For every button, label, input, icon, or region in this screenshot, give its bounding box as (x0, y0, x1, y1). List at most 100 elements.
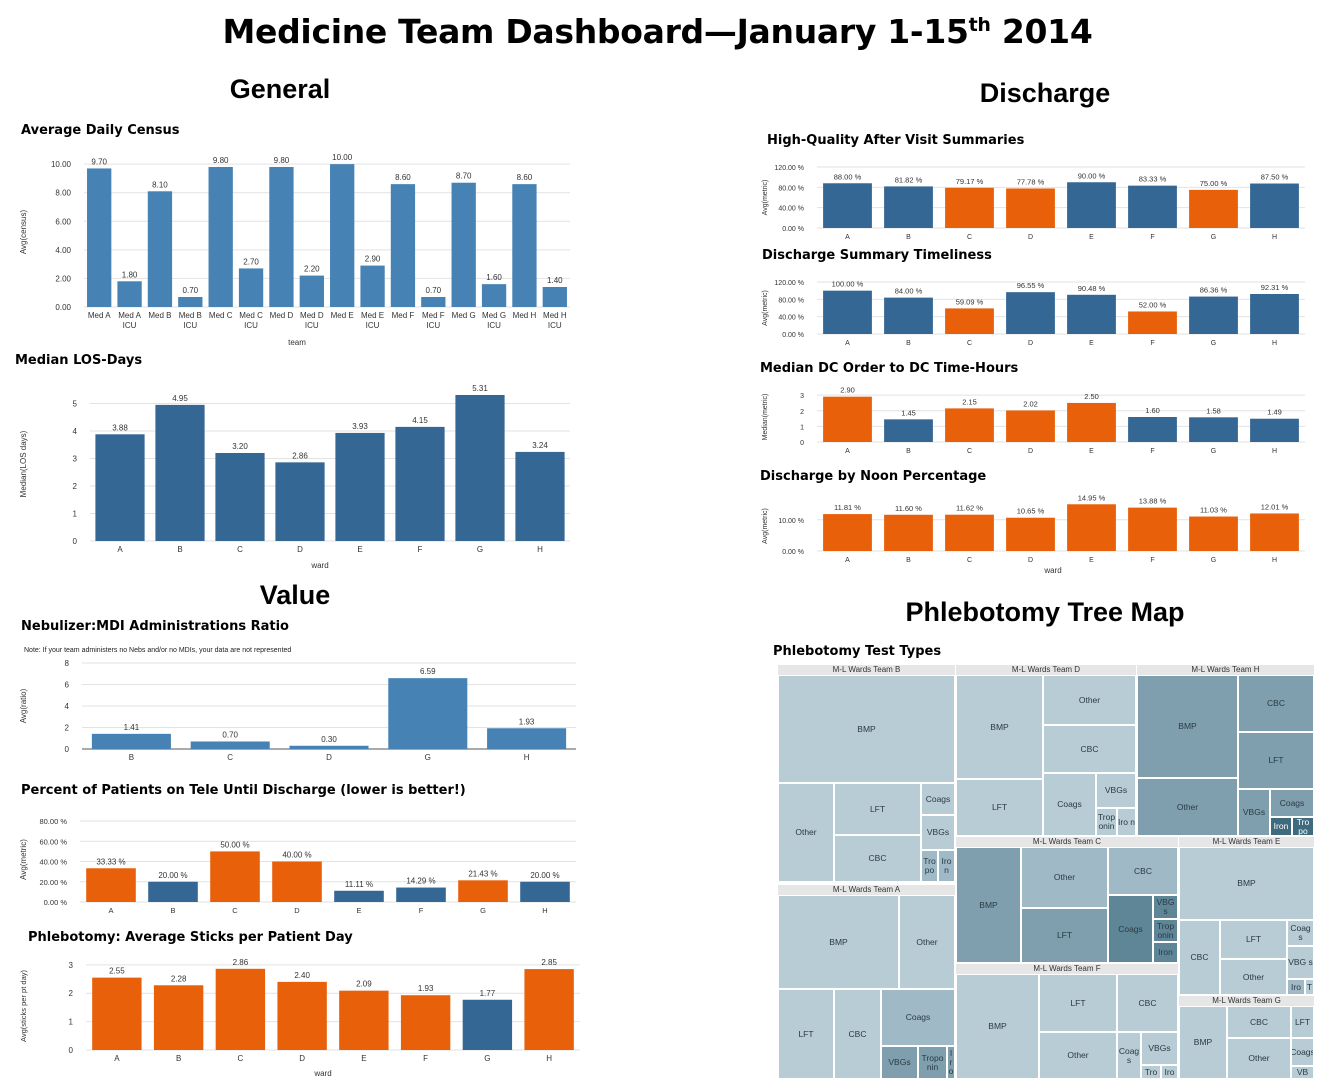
x-tick-label: Med G (482, 311, 506, 320)
bar-b (884, 419, 933, 442)
y-tick-label: 0.00 % (782, 332, 804, 339)
x-tick-label: Med D (270, 311, 294, 320)
bar-d (277, 981, 327, 1050)
bar-f (1128, 417, 1177, 442)
data-label: 83.33 % (1139, 175, 1167, 184)
chart-title-avs: High-Quality After Visit Summaries (767, 133, 1025, 148)
data-label: 2.90 (840, 386, 855, 395)
x-tick-label: Med C (209, 311, 233, 320)
y-axis-label: Avg(metric) (762, 180, 769, 216)
y-tick-label: 0 (65, 745, 70, 754)
bar-e (339, 990, 389, 1050)
treemap-cell: BMP (1179, 1006, 1227, 1079)
bar-a (92, 977, 142, 1050)
data-label: 3.24 (532, 441, 548, 450)
x-tick-label: A (845, 557, 850, 564)
treemap-cell: LFT (1291, 1006, 1314, 1038)
chart-tele: 0.00 % 20.00 % 40.00 % 60.00 % 80.00 % Avg(me… (19, 811, 576, 915)
x-tick-label: A (845, 340, 850, 347)
y-tick-label: 3 (73, 455, 78, 464)
chart-neb: 0 2 4 6 8 Avg(ratio) 1.41 B 0.70 C 0.30 D 6.59 G 1.93 H (19, 657, 576, 762)
data-label: 40.00 % (282, 851, 311, 860)
treemap-cell: CBC (1238, 675, 1314, 732)
bar-b (155, 404, 205, 541)
chart-los: 0 1 2 3 4 5 Median(LOS days) 3.88 A 4.95 B 3.20 C 2.8… (19, 381, 570, 570)
y-tick-label: 6.00 (55, 217, 71, 226)
x-tick-label: F (1150, 557, 1154, 564)
bar-med-a (87, 168, 112, 307)
treemap-group: M-L Wards Team B BMP LFT Coags Other VBGs CBC T… (778, 665, 955, 884)
data-label: 2.86 (292, 451, 308, 460)
treemap-cell: CBC (1227, 1006, 1291, 1038)
y-axis-label: Avg(metric) (762, 508, 769, 544)
y-tick-label: 40.00 % (778, 206, 804, 213)
chart-title-dcorder: Median DC Order to DC Time-Hours (760, 361, 1019, 376)
bar-b (884, 514, 933, 551)
data-label: 9.80 (213, 156, 229, 165)
data-label: 88.00 % (834, 172, 862, 181)
bar-f (1128, 311, 1177, 334)
data-label: 1.45 (901, 408, 916, 417)
treemap-group: M-L Wards Team G CBC LFT BMP Coags Other VB (1179, 996, 1314, 1079)
chart-note-neb: Note: If your team administers no Nebs a… (24, 647, 292, 654)
data-label: 1.49 (1267, 408, 1282, 417)
bar-g (388, 678, 468, 749)
x-tick-label: E (1089, 234, 1094, 241)
y-axis-label: Avg(sticks per pt day) (19, 970, 28, 1042)
data-label: 75.00 % (1200, 179, 1228, 188)
x-tick-label: H (542, 906, 547, 915)
data-label: 11.60 % (895, 504, 922, 513)
x-tick-label: C (232, 906, 238, 915)
data-label: 20.00 % (530, 871, 559, 880)
chart-title-noon: Discharge by Noon Percentage (760, 469, 987, 484)
x-tick-label: H (1272, 557, 1277, 564)
phlebotomy-treemap: M-L Wards Team B BMP LFT Coags Other VBGs CBC T… (778, 665, 1314, 1079)
treemap-cell: VBGs (881, 1046, 918, 1079)
treemap-cell: Other (1220, 959, 1287, 995)
section-title-value: Value (259, 580, 331, 610)
data-label: 1.58 (1206, 406, 1221, 415)
data-label: 11.03 % (1200, 506, 1227, 515)
bar-d (275, 462, 325, 541)
data-label: 2.55 (109, 967, 125, 976)
bar-e (1067, 402, 1116, 442)
treemap-cell: BMP (1137, 675, 1238, 778)
bar-a (823, 514, 872, 551)
x-tick-label: B (906, 557, 911, 564)
y-tick-label: 40.00 % (39, 858, 67, 867)
x-tick-label-line2: ICU (123, 321, 137, 330)
treemap-cell: BMP (956, 847, 1021, 963)
y-tick-label: 0.00 % (44, 898, 68, 907)
y-tick-label: 1 (69, 1018, 74, 1027)
x-tick-label: H (546, 1054, 552, 1063)
treemap-cell: VBGs (1141, 1032, 1178, 1065)
x-tick-label: B (176, 1054, 181, 1063)
x-tick-label: H (1272, 340, 1277, 347)
bar-d (272, 861, 322, 902)
bar-d (1006, 517, 1055, 551)
x-tick-label-line2: ICU (366, 321, 380, 330)
x-tick-label-line2: ICU (548, 321, 562, 330)
treemap-cell: VBGs (1096, 773, 1136, 808)
x-tick-label: H (1272, 448, 1277, 455)
x-tick-label: B (906, 234, 911, 241)
x-tick-label: E (1089, 448, 1094, 455)
treemap-cell: Coag s (1287, 920, 1314, 946)
bar-f (400, 995, 451, 1050)
treemap-cell: Other (1043, 675, 1136, 725)
data-label: 2.90 (365, 255, 381, 264)
treemap-group-header: M-L Wards Team H (1137, 665, 1314, 675)
treemap-cell: Tropo nin (918, 1046, 947, 1079)
bar-med-a-icu (117, 281, 142, 307)
data-label: 1.60 (486, 273, 502, 282)
y-tick-label: 40.00 % (778, 315, 804, 322)
x-tick-label: C (227, 753, 233, 762)
treemap-group-header: M-L Wards Team B (778, 665, 955, 675)
x-tick-label: D (1028, 340, 1033, 347)
chart-census: 0.00 2.00 4.00 6.00 8.00 10.00 Avg(census) 9.70… (19, 151, 570, 347)
chart-avs: 0.00 % 40.00 % 80.00 % 120.00 % Avg(metric) 8… (762, 161, 1305, 241)
data-label: 4.95 (172, 394, 188, 403)
data-label: 2.85 (541, 958, 557, 967)
treemap-cell: LFT (834, 783, 921, 835)
treemap-group-header: M-L Wards Team A (778, 885, 955, 895)
